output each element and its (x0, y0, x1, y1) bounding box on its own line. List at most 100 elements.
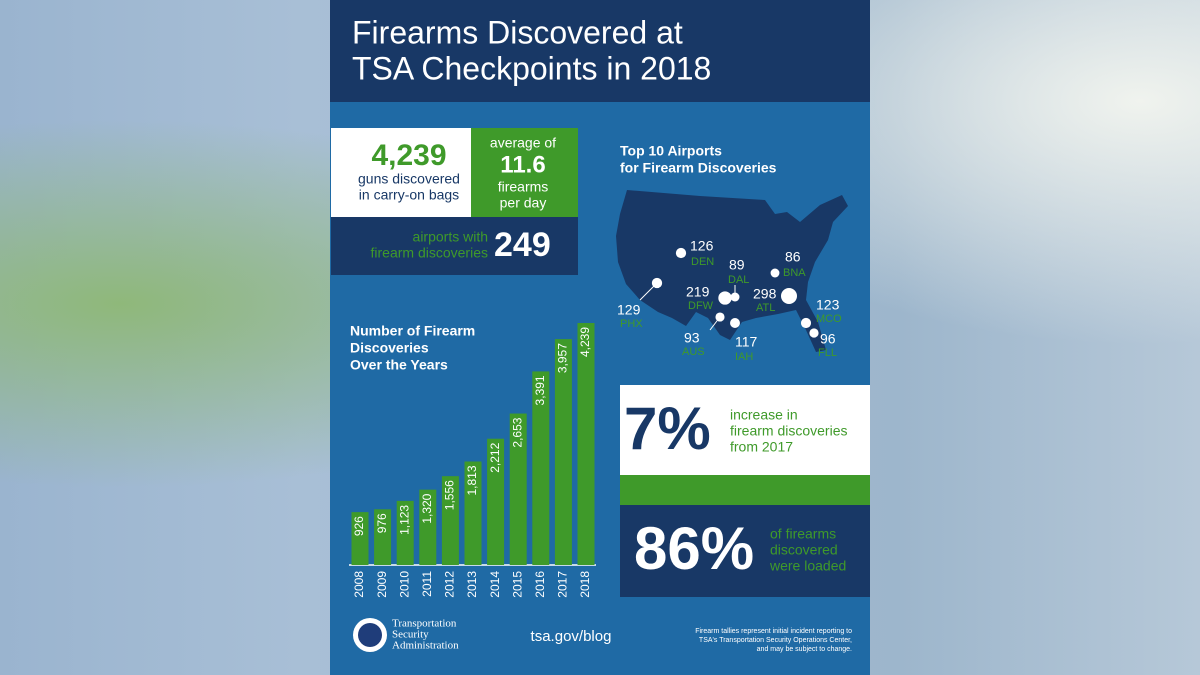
footnote: Firearm tallies represent initial incide… (695, 628, 852, 635)
airport-code: ATL (756, 302, 775, 314)
x-tick-label: 2015 (510, 571, 524, 598)
bar (441, 476, 459, 565)
x-tick-label: 2009 (375, 571, 389, 598)
airport-count: 129 (617, 302, 641, 318)
url: tsa.gov/blog (531, 628, 612, 645)
stat-text: from 2017 (730, 439, 793, 455)
airport-code: IAH (735, 351, 753, 363)
value-label: 1,556 (443, 480, 457, 510)
value-label: 2,212 (488, 442, 502, 472)
x-tick-label: 2017 (556, 571, 570, 598)
stat-box (331, 128, 471, 217)
bar (532, 371, 550, 565)
value-label: 2,653 (510, 417, 524, 447)
bar (554, 339, 572, 565)
stat-text: average of (490, 135, 556, 151)
agency-name: Administration (392, 640, 459, 652)
value-label: 976 (375, 513, 389, 533)
airport-code: DFW (688, 300, 714, 312)
airport-dot (730, 318, 740, 328)
airport-count: 298 (753, 286, 777, 302)
stat-box (471, 128, 578, 217)
stat-band (620, 475, 870, 505)
chart-title: Over the Years (350, 357, 448, 373)
bar (577, 323, 595, 565)
airport-dot (651, 277, 663, 289)
bar (374, 509, 392, 565)
airport-code: FLL (818, 347, 837, 359)
airport-code: DEN (691, 256, 714, 268)
stat-text: of firearms (770, 526, 836, 542)
footnote: TSA's Transportation Security Operations… (699, 637, 852, 644)
bar (351, 512, 369, 565)
x-tick-label: 2018 (578, 571, 592, 598)
airport-code: PHX (620, 318, 643, 330)
airport-dot (809, 328, 819, 338)
airport-code: DAL (728, 274, 749, 286)
x-tick-label: 2011 (420, 571, 434, 597)
airport-count: 126 (690, 238, 714, 254)
airport-dot (770, 268, 780, 278)
airport-count: 123 (816, 297, 840, 313)
value-label: 4,239 (578, 327, 592, 357)
bar (464, 461, 482, 565)
map-title: for Firearm Discoveries (620, 160, 777, 176)
chart-title: Discoveries (350, 340, 429, 356)
bar (509, 413, 527, 565)
stat-value: 7% (624, 395, 711, 462)
value-label: 926 (352, 516, 366, 536)
bar (396, 500, 414, 565)
map-title: Top 10 Airports (620, 143, 722, 159)
airport-dot (730, 292, 740, 302)
value-label: 1,813 (465, 465, 479, 495)
airport-code: AUS (682, 346, 705, 358)
airport-count: 93 (684, 330, 700, 346)
chart-title: Number of Firearm (350, 323, 475, 339)
x-tick-label: 2013 (465, 571, 479, 598)
airport-count: 96 (820, 331, 836, 347)
header-band (330, 0, 870, 102)
stat-value: 249 (494, 226, 551, 264)
stat-text: firearms (498, 179, 549, 195)
airport-dot (715, 312, 725, 322)
stat-text: in carry-on bags (359, 187, 459, 203)
stat-text: per day (500, 195, 547, 211)
airport-count: 117 (735, 334, 758, 350)
agency-name: Transportation (392, 618, 457, 630)
x-tick-label: 2010 (397, 571, 411, 598)
stat-value: 11.6 (500, 151, 545, 178)
title: TSA Checkpoints in 2018 (352, 50, 711, 86)
x-tick-label: 2016 (533, 571, 547, 598)
stat-text: guns discovered (358, 171, 460, 187)
logo (358, 623, 382, 647)
stat-text: discovered (770, 542, 838, 558)
stat-box (620, 385, 870, 475)
bar (487, 438, 505, 565)
value-label: 1,320 (420, 493, 434, 523)
stat-box (620, 505, 870, 597)
airport-count: 219 (686, 284, 710, 300)
footnote: and may be subject to change. (757, 646, 852, 653)
airport-dot (781, 288, 797, 304)
airport-dot (800, 317, 812, 329)
airport-code: BNA (783, 267, 806, 279)
value-label: 1,123 (397, 505, 411, 535)
value-label: 3,957 (556, 343, 570, 373)
stat-value: 4,239 (371, 139, 446, 172)
value-label: 3,391 (533, 375, 547, 405)
stat-text: airports with (413, 229, 488, 245)
agency-name: Security (392, 629, 429, 641)
us-map (616, 190, 848, 352)
bar (419, 489, 437, 565)
stat-text: firearm discoveries (730, 423, 847, 439)
stat-text: firearm discoveries (371, 245, 488, 261)
x-tick-label: 2008 (352, 571, 366, 598)
stat-text: were loaded (769, 558, 846, 574)
title: Firearms Discovered at (352, 14, 683, 50)
airport-count: 89 (729, 257, 745, 273)
stat-text: increase in (730, 407, 798, 423)
stat-box (331, 217, 578, 275)
airport-dot (718, 291, 732, 305)
